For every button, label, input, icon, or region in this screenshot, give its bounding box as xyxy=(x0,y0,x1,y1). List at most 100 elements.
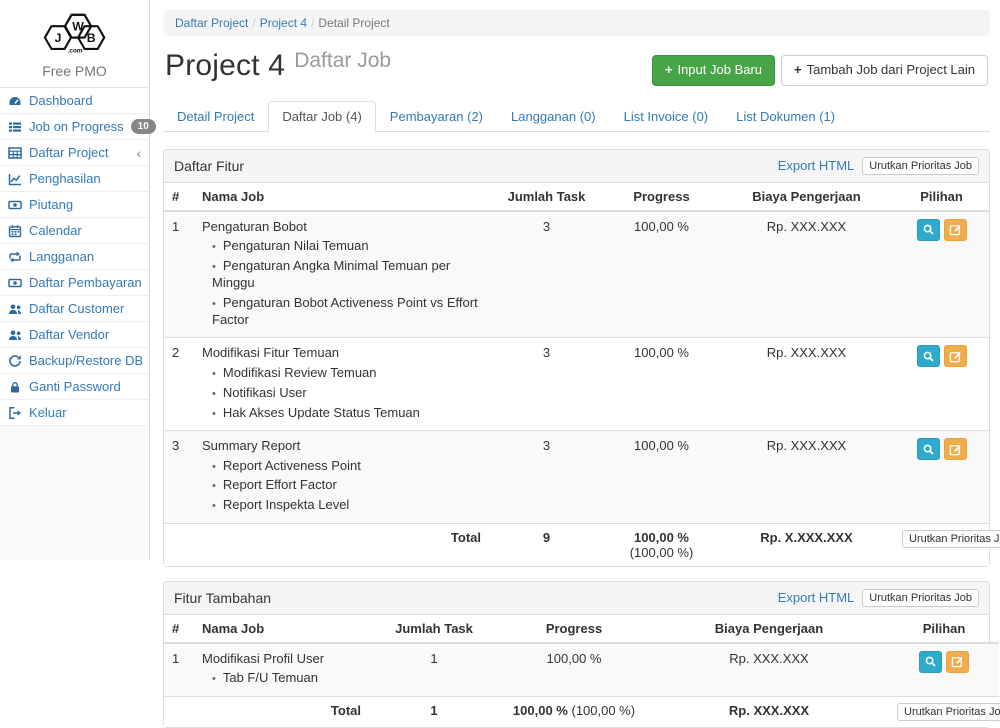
tambah-job-dari-project-lain-button[interactable]: + Tambah Job dari Project Lain xyxy=(781,55,988,86)
input-job-baru-button[interactable]: + Input Job Baru xyxy=(651,55,776,86)
daftar-fitur-table: # Nama Job Jumlah Task Progress Biaya Pe… xyxy=(164,182,1000,566)
view-job-button[interactable] xyxy=(916,438,940,461)
sidebar-item-langganan[interactable]: Langganan xyxy=(0,244,149,270)
sidebar-item-label: Calendar xyxy=(29,223,82,238)
cost-value: Rp. XXX.XXX xyxy=(649,642,889,697)
total-cost: Rp. XXX.XXX xyxy=(649,695,889,727)
col-header-progress: Progress xyxy=(604,182,719,212)
job-number: 2 xyxy=(164,337,194,431)
tab-langganan[interactable]: Langganan (0) xyxy=(511,108,596,124)
view-job-button[interactable] xyxy=(919,650,942,673)
sidebar-item-daftar-pembayaran[interactable]: Daftar Pembayaran xyxy=(0,270,149,296)
page-subtitle: Daftar Job xyxy=(294,49,392,72)
panel-title: Daftar Fitur xyxy=(174,157,245,174)
table-icon xyxy=(8,146,22,160)
job-sub-item: Report Activeness Point xyxy=(212,456,481,476)
task-count: 3 xyxy=(489,430,604,524)
svg-text:B: B xyxy=(86,31,95,45)
job-sub-item: Pengaturan Angka Minimal Temuan per Ming… xyxy=(212,257,481,294)
tab-pembayaran[interactable]: Pembayaran (2) xyxy=(389,108,484,124)
sidebar-item-piutang[interactable]: Piutang xyxy=(0,192,149,218)
sidebar-item-backup-restore-db[interactable]: Backup/Restore DB xyxy=(0,348,149,374)
edit-icon xyxy=(949,225,961,236)
users-icon xyxy=(8,302,22,316)
sidebar-item-label: Penghasilan xyxy=(29,171,101,186)
edit-icon xyxy=(951,657,963,668)
sidebar-item-label: Piutang xyxy=(29,197,74,212)
cost-value: Rp. XXX.XXX xyxy=(719,337,894,431)
urutkan-prioritas-job-button[interactable]: Urutkan Prioritas Job xyxy=(897,702,1000,721)
view-job-button[interactable] xyxy=(916,345,940,368)
sidebar-item-daftar-vendor[interactable]: Daftar Vendor xyxy=(0,322,149,348)
urutkan-prioritas-job-button[interactable]: Urutkan Prioritas Job xyxy=(862,588,979,607)
sidebar-item-calendar[interactable]: Calendar xyxy=(0,218,149,244)
total-label: Total xyxy=(194,695,369,727)
job-name: Summary Report xyxy=(202,438,301,454)
sign-out-icon xyxy=(8,406,22,420)
tab-list-invoice[interactable]: List Invoice (0) xyxy=(623,108,709,124)
job-sub-item: Tab F/U Temuan xyxy=(212,669,361,689)
job-sub-item: Report Inspekta Level xyxy=(212,496,481,516)
chevron-left-icon: ‹ xyxy=(136,144,141,161)
search-icon xyxy=(925,656,936,667)
page-header: Project 4 Daftar Job + Input Job Baru + … xyxy=(165,49,988,86)
sidebar-item-job-on-progress[interactable]: Job on Progress 10 xyxy=(0,114,156,140)
tab-detail-project[interactable]: Detail Project xyxy=(177,108,255,124)
col-header-biaya: Biaya Pengerjaan xyxy=(719,182,894,212)
sidebar-item-label: Daftar Pembayaran xyxy=(29,275,142,290)
sidebar-item-ganti-password[interactable]: Ganti Password xyxy=(0,374,149,400)
urutkan-prioritas-job-button[interactable]: Urutkan Prioritas Job xyxy=(862,156,979,175)
tab-daftar-job[interactable]: Daftar Job (4) xyxy=(268,100,376,132)
total-task-count: 9 xyxy=(489,522,604,566)
progress-value: 100,00 % xyxy=(499,642,649,697)
sidebar-menu: Dashboard Job on Progress 10 Daftar Proj… xyxy=(0,87,156,426)
total-task-count: 1 xyxy=(369,695,499,727)
money-icon xyxy=(8,276,22,290)
total-label: Total xyxy=(194,522,489,566)
sidebar-item-daftar-customer[interactable]: Daftar Customer xyxy=(0,296,149,322)
brand-name: Free PMO xyxy=(42,63,107,79)
search-icon xyxy=(923,351,934,362)
tab-list-dokumen[interactable]: List Dokumen (1) xyxy=(736,108,836,124)
progress-value: 100,00 % xyxy=(604,210,719,338)
refresh-icon xyxy=(8,354,22,368)
panel-fitur-tambahan: Fitur Tambahan Export HTML Urutkan Prior… xyxy=(163,580,1000,728)
sidebar-item-label: Dashboard xyxy=(29,93,93,108)
panel-title: Fitur Tambahan xyxy=(174,589,272,606)
tab-bar: Detail Project Daftar Job (4) Pembayaran… xyxy=(163,100,990,132)
edit-job-button[interactable] xyxy=(943,218,967,241)
svg-text:W: W xyxy=(72,20,84,34)
task-count: 3 xyxy=(489,210,604,338)
panel-daftar-fitur: Daftar Fitur Export HTML Urutkan Priorit… xyxy=(163,148,1000,567)
users-icon xyxy=(8,328,22,342)
job-sub-item: Notifikasi User xyxy=(212,383,481,403)
lock-icon xyxy=(8,380,22,394)
main-content: Daftar Project / Project 4/Detail Project … xyxy=(151,0,1000,728)
job-count-badge: 10 xyxy=(130,119,156,134)
edit-icon xyxy=(949,351,961,363)
urutkan-prioritas-job-button[interactable]: Urutkan Prioritas Job xyxy=(902,529,1000,548)
sidebar-item-label: Langganan xyxy=(29,249,95,264)
total-progress-note: (100,00 %) xyxy=(629,544,694,560)
edit-job-button[interactable] xyxy=(943,438,967,461)
export-html-link[interactable]: Export HTML xyxy=(777,590,855,606)
total-progress: 100,00 % xyxy=(634,529,689,545)
breadcrumb-daftar-project[interactable]: Daftar Project xyxy=(175,16,249,30)
sidebar-item-daftar-project[interactable]: Daftar Project ‹ xyxy=(0,140,149,166)
export-html-link[interactable]: Export HTML xyxy=(777,158,855,174)
sidebar-item-penghasilan[interactable]: Penghasilan xyxy=(0,166,149,192)
fitur-tambahan-table: # Nama Job Jumlah Task Progress Biaya Pe… xyxy=(164,614,1000,727)
sidebar-item-keluar[interactable]: Keluar xyxy=(0,400,149,426)
sidebar-item-dashboard[interactable]: Dashboard xyxy=(0,88,149,114)
breadcrumb-project-4[interactable]: Project 4 xyxy=(259,16,308,30)
brand-logo[interactable]: W J B .com Free PMO xyxy=(0,0,149,87)
view-job-button[interactable] xyxy=(916,218,940,241)
col-header-pilihan: Pilihan xyxy=(894,182,989,212)
page-title: Project 4 xyxy=(165,49,286,82)
col-header-jumlah-task: Jumlah Task xyxy=(489,182,604,212)
edit-job-button[interactable] xyxy=(943,345,967,368)
task-count: 1 xyxy=(369,642,499,697)
edit-icon xyxy=(949,444,961,455)
edit-job-button[interactable] xyxy=(946,650,969,673)
job-number: 1 xyxy=(164,642,194,697)
